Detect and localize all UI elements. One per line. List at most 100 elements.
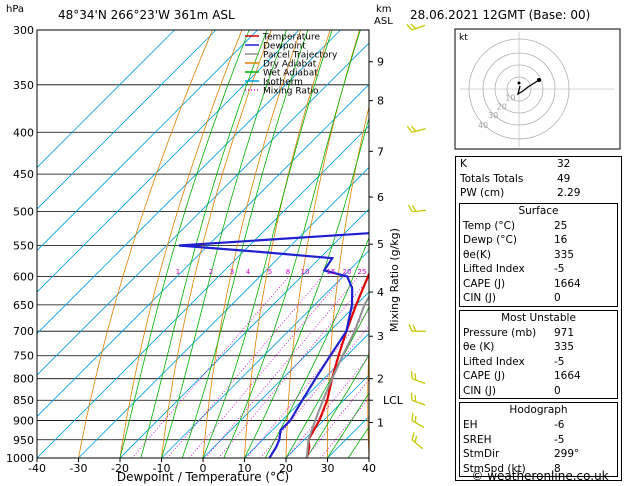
pressure-tick-label: 900 xyxy=(13,415,34,428)
hodograph-point xyxy=(537,78,541,82)
pressure-tick-label: 450 xyxy=(13,168,34,181)
wind-barb xyxy=(407,204,427,213)
temperature-tick-label: -40 xyxy=(28,462,46,475)
index-totals: Totals Totals 49 xyxy=(460,172,571,185)
most-unstable-title: Most Unstable xyxy=(501,311,576,324)
wet-adiabat-line xyxy=(181,30,309,458)
isotherm-line xyxy=(78,166,369,458)
isotherm-line xyxy=(37,30,175,169)
legend-entry: Mixing Ratio xyxy=(263,87,319,97)
pressure-tick-label: 500 xyxy=(13,206,34,219)
km-tick-label: 6 xyxy=(377,191,384,204)
series-dewpoint xyxy=(178,232,369,458)
wet-adiabat-line xyxy=(306,353,369,458)
header-date: 28.06.2021 12GMT (Base: 00) xyxy=(410,8,591,22)
mixing-ratio-label: 8 xyxy=(286,268,290,276)
hodograph-trace xyxy=(516,79,540,96)
hodograph-title: Hodograph xyxy=(509,404,568,416)
pressure-tick-label: 550 xyxy=(13,239,34,252)
km-tick-label: 7 xyxy=(377,145,384,158)
mixing-ratio-label: 3 xyxy=(230,268,234,276)
x-axis-label: Dewpoint / Temperature (°C) xyxy=(117,470,289,484)
footer-credit: © weatheronline.co.uk xyxy=(471,469,609,483)
dry-adiabat-line xyxy=(202,30,302,458)
hodograph-section: Hodograph EH -6 SREH -5 StmDir 299° StmSpd (kt… xyxy=(459,402,618,477)
legend-entry: Parcel Trajectory xyxy=(263,51,338,61)
dry-adiabat-line xyxy=(244,30,331,458)
wind-barb xyxy=(406,125,426,133)
table-row: CIN (J) 0 xyxy=(463,292,561,304)
legend-entry: Isotherm xyxy=(263,78,303,88)
isotherm-line xyxy=(161,249,369,458)
km-tick-label: 9 xyxy=(377,56,384,69)
km-tick-label: 8 xyxy=(377,95,384,108)
table-row: EH -6 xyxy=(463,419,565,431)
table-row: Lifted Index -5 xyxy=(463,355,565,368)
legend-entry: Dewpoint xyxy=(263,42,306,52)
surface-section: Surface Temp (°C) 25 Dewp (°C) 16 θe(K) 335 Li… xyxy=(459,202,618,307)
wind-barb xyxy=(411,432,424,450)
isotherm-line xyxy=(37,30,341,335)
mixing-ratio-label: 4 xyxy=(246,268,251,276)
pressure-tick-label: 950 xyxy=(13,434,34,447)
temperature-tick-label: -20 xyxy=(111,462,129,475)
wind-barb xyxy=(411,412,425,429)
km-tick-label: 3 xyxy=(377,330,384,343)
table-row: θe(K) 335 xyxy=(463,248,575,261)
legend-entry: Dry Adiabat xyxy=(263,60,317,70)
temperature-tick-label: 40 xyxy=(362,462,376,475)
pressure-tick-label: 800 xyxy=(13,373,34,386)
dry-adiabat-line xyxy=(407,30,448,458)
isotherm-line xyxy=(37,30,217,210)
isotherm-line xyxy=(202,291,369,458)
wind-barb xyxy=(410,392,426,406)
wet-adiabat-line xyxy=(140,30,268,458)
table-row: θe (K) 335 xyxy=(463,341,575,353)
mixing-ratio-label: 2 xyxy=(209,268,213,276)
header-location: 48°34'N 266°23'W 361m ASL xyxy=(58,8,235,22)
dry-adiabat-line xyxy=(367,337,369,458)
dry-adiabat-line xyxy=(161,30,272,458)
table-row: Dewp (°C) 16 xyxy=(463,234,568,246)
wet-adiabat-line xyxy=(202,30,333,458)
wet-adiabat-line xyxy=(264,236,369,458)
table-row: Temp (°C) 25 xyxy=(463,219,568,232)
table-row: CIN (J) 0 xyxy=(463,384,561,397)
mixing-ratio-line xyxy=(218,277,369,458)
surface-title: Surface xyxy=(518,204,559,217)
pressure-tick-label: 400 xyxy=(13,126,34,139)
legend-entry: Temperature xyxy=(262,33,320,43)
index-k: K 32 xyxy=(460,158,571,170)
temperature-tick-label: 10 xyxy=(238,462,252,475)
table-row: Pressure (mb) 971 xyxy=(463,326,575,339)
isotherm-line xyxy=(37,30,300,293)
temperature-tick-label: 0 xyxy=(200,462,207,475)
asl-label: ASL xyxy=(374,16,393,27)
indices-panel: K 32 Totals Totals 49 PW (cm) 2.29 Surface … xyxy=(455,156,622,481)
mixing-ratio-line xyxy=(246,309,369,458)
legend-entry: Wet Adiabat xyxy=(263,69,318,79)
mixing-ratio-label: 25 xyxy=(358,268,367,276)
hodograph-kt-label: kt xyxy=(459,33,468,43)
temperature-tick-label: 20 xyxy=(279,462,293,475)
table-row: Lifted Index -5 xyxy=(463,263,565,275)
table-row: SREH -5 xyxy=(463,433,565,446)
hodograph-ring-label: 30 xyxy=(488,111,498,120)
mixing-ratio-line xyxy=(286,356,369,458)
mixing-ratio-label: 10 xyxy=(301,268,310,276)
mixing-ratio-label: 1 xyxy=(176,268,180,276)
isotherm-line xyxy=(244,332,369,458)
isotherm-line xyxy=(119,208,369,458)
pressure-tick-label: 1000 xyxy=(6,452,34,465)
table-row: StmSpd (kt) 8 xyxy=(463,462,561,475)
wet-adiabat-line xyxy=(244,116,369,458)
isotherm-line xyxy=(37,125,369,458)
hodograph-ring-label: 40 xyxy=(478,121,488,130)
pressure-tick-label: 750 xyxy=(13,350,34,363)
most-unstable-section: Most Unstable Pressure (mb) 971 θe (K) 335 L… xyxy=(459,309,618,399)
dry-adiabat-line xyxy=(119,30,243,458)
pressure-tick-label: 350 xyxy=(13,79,34,92)
mixing-ratio-line xyxy=(189,276,344,458)
